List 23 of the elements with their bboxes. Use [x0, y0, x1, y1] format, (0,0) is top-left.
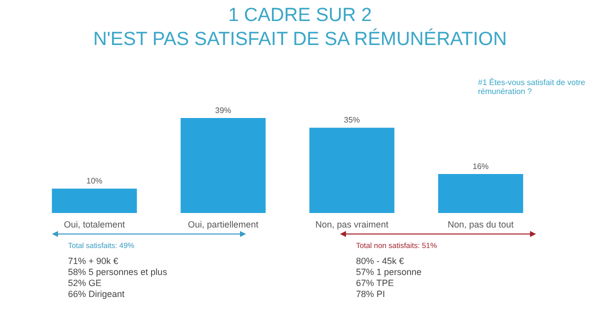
chart-title: 1 CADRE SUR 2: [227, 4, 373, 28]
data-label: 10%: [86, 176, 102, 186]
text: #1 Êtes-vous satisfait de votre rémunération ?: [478, 78, 586, 96]
text: 52% GE: [68, 278, 103, 289]
chart-subtitle: N'EST PAS SATISFAIT DE SA RÉMUNÉRATION: [92, 28, 508, 52]
text: 67% TPE: [356, 278, 395, 289]
x-tick-label: Oui, totalement: [64, 219, 126, 230]
text: 57% 1 personne: [356, 267, 422, 278]
bar: [438, 174, 524, 213]
data-label: 16%: [472, 162, 489, 172]
x-tick-label: Oui, partiellement: [188, 219, 259, 230]
x-tick-label: Non, pas vraiment: [315, 219, 389, 230]
bar: [309, 128, 394, 213]
text: 80% - 45k €: [356, 256, 406, 267]
bar: [52, 188, 137, 213]
text: 58% 5 personnes et plus: [68, 267, 168, 278]
data-label: 35%: [344, 116, 360, 125]
text: 71% + 90k €: [68, 256, 120, 267]
bar: [180, 118, 266, 213]
text: 78% PI: [356, 289, 386, 300]
text: 66% Dirigeant: [68, 289, 126, 300]
x-tick-label: Non, pas du tout: [448, 219, 514, 230]
data-label: 39%: [215, 106, 232, 115]
